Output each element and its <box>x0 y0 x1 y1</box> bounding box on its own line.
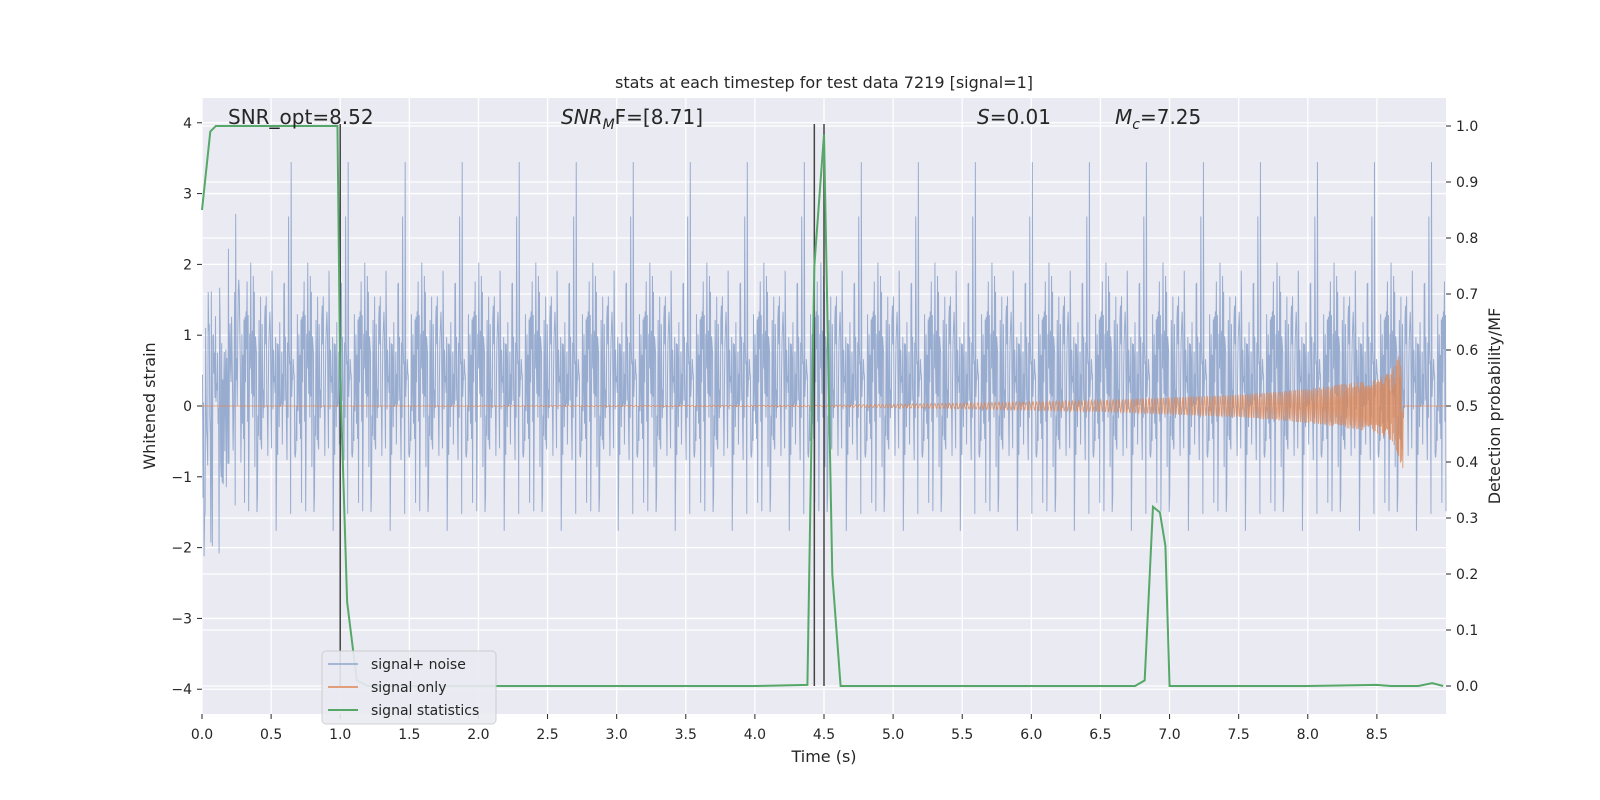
y-left-tick-label: −2 <box>171 541 192 557</box>
chart-title: stats at each timestep for test data 721… <box>615 73 1033 92</box>
y-axis-right-label: Detection probability/MF <box>1485 308 1504 505</box>
x-tick-label: 4.5 <box>813 727 835 743</box>
x-tick-label: 7.5 <box>1228 727 1250 743</box>
y-right-tick-label: 0.4 <box>1456 455 1478 471</box>
x-tick-label: 1.0 <box>329 727 351 743</box>
x-tick-label: 0.5 <box>260 727 282 743</box>
x-tick-label: 4.0 <box>744 727 766 743</box>
annotation-snr-mf: SNRMF=[8.71] <box>561 105 703 133</box>
y-left-tick-label: 3 <box>183 187 192 203</box>
annotation-mc-base: M <box>1115 105 1132 129</box>
x-tick-label: 5.5 <box>951 727 973 743</box>
y-right-tick-label: 0.9 <box>1456 175 1478 191</box>
x-axis-label: Time (s) <box>790 747 856 766</box>
y-right-tick-label: 0.6 <box>1456 343 1478 359</box>
y-left-tick-label: 0 <box>183 399 192 415</box>
y-right-tick-label: 0.5 <box>1456 399 1478 415</box>
y-right-tick-label: 0.1 <box>1456 623 1478 639</box>
y-left-tick-label: −1 <box>171 470 192 486</box>
series-signal-statistics <box>201 125 1444 687</box>
annotation-mc: Mc=7.25 <box>1115 105 1201 133</box>
legend-label-signal-statistics: signal statistics <box>371 703 479 719</box>
y-right-tick-label: 1.0 <box>1456 119 1478 135</box>
x-tick-label: 5.0 <box>882 727 904 743</box>
y-left-tick-label: 4 <box>183 116 192 132</box>
y-axis-left-label: Whitened strain <box>140 342 159 469</box>
x-tick-label: 6.0 <box>1020 727 1042 743</box>
y-right-tick-label: 0.8 <box>1456 231 1478 247</box>
legend-label-signal-only: signal only <box>371 680 446 696</box>
x-tick-label: 1.5 <box>398 727 420 743</box>
y-left-tick-label: −4 <box>171 682 192 698</box>
x-tick-label: 2.5 <box>536 727 558 743</box>
y-left-tick-label: 1 <box>183 328 192 344</box>
y-right-tick-label: 0.3 <box>1456 511 1478 527</box>
x-tick-label: 7.0 <box>1158 727 1180 743</box>
x-tick-label: 8.0 <box>1297 727 1319 743</box>
annotation-snr-opt: SNR_opt=8.52 <box>228 105 374 129</box>
x-tick-label: 3.5 <box>675 727 697 743</box>
axis-ticks: 0.0 0.5 1.0 1.5 2.0 2.5 3.0 3.5 4.0 4.5 5.0 5.5 6.0 6… <box>171 116 1478 743</box>
x-tick-label: 3.0 <box>606 727 628 743</box>
annotation-s-rest: =0.01 <box>990 105 1051 129</box>
annotation-snr-mf-base: SNR <box>561 105 603 129</box>
legend: signal+ noise signal only signal statist… <box>321 650 497 725</box>
annotation-mc-rest: =7.25 <box>1140 105 1201 129</box>
stats-trace <box>201 125 1444 687</box>
y-right-tick-label: 0.7 <box>1456 287 1478 303</box>
x-tick-label: 0.0 <box>191 727 213 743</box>
annotation-s: S=0.01 <box>977 105 1051 129</box>
annotation-mc-sub: c <box>1132 117 1140 133</box>
x-tick-label: 8.5 <box>1366 727 1388 743</box>
annotation-snr-mf-sub: M <box>603 117 615 133</box>
legend-label-signal-plus-noise: signal+ noise <box>371 657 466 673</box>
y-right-tick-label: 0.0 <box>1456 679 1478 695</box>
x-tick-label: 2.0 <box>467 727 489 743</box>
y-left-tick-label: 2 <box>183 257 192 273</box>
y-left-tick-label: −3 <box>171 611 192 627</box>
annotation-s-base: S <box>977 105 990 129</box>
annotation-snr-mf-rest: F=[8.71] <box>615 105 703 129</box>
legend-box <box>321 650 497 725</box>
y-right-tick-label: 0.2 <box>1456 567 1478 583</box>
x-tick-label: 6.5 <box>1089 727 1111 743</box>
